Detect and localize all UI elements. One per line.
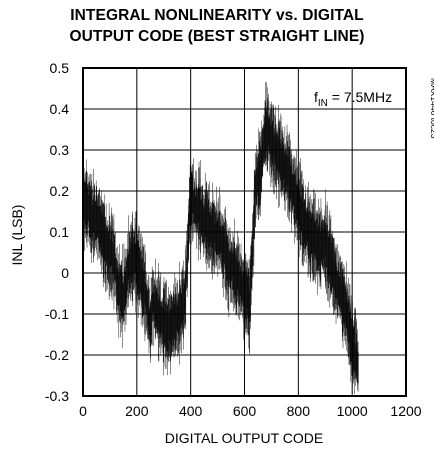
inl-series-trace	[82, 81, 359, 394]
chart-title: INTEGRAL NONLINEARITY vs. DIGITAL	[70, 7, 364, 24]
x-tick-label: 600	[233, 403, 257, 419]
y-tick-label: 0.5	[50, 60, 70, 76]
x-tick-label: 1200	[390, 403, 421, 419]
x-axis-label: DIGITAL OUTPUT CODE	[165, 430, 323, 446]
plot-frame	[82, 67, 407, 397]
x-tick-label: 400	[179, 403, 203, 419]
plot-area	[82, 81, 359, 394]
y-tick-label: -0.1	[45, 306, 69, 322]
chart-subtitle: OUTPUT CODE (BEST STRAIGHT LINE)	[69, 28, 365, 45]
y-tick-label: 0	[61, 265, 69, 281]
y-tick-label: 0.2	[50, 183, 70, 199]
part-id-label: MAX1446 toc23	[429, 78, 434, 139]
y-tick-label: -0.3	[45, 388, 69, 404]
y-tick-label: 0.4	[50, 101, 70, 117]
y-axis-label: INL (LSB)	[9, 205, 25, 266]
frequency-annotation: fIN = 7.5MHz	[314, 89, 392, 109]
x-tick-label: 0	[79, 403, 87, 419]
y-tick-label: 0.1	[50, 224, 70, 240]
x-tick-label: 800	[287, 403, 311, 419]
x-tick-label: 200	[125, 403, 149, 419]
y-tick-label: -0.2	[45, 347, 69, 363]
tick-labels: 0 200 400 600 800 1000 1200 0.5 0.4 0.3 0.2 0.1 0 -0.…	[45, 60, 422, 419]
y-tick-label: 0.3	[50, 142, 70, 158]
x-tick-label: 1000	[337, 403, 368, 419]
